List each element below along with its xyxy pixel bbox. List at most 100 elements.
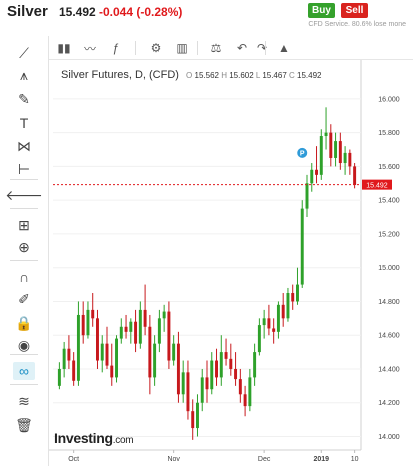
- candle-body: [224, 352, 228, 359]
- candle-body: [186, 372, 190, 412]
- candle-body: [110, 365, 114, 378]
- x-tick-label: Oct: [68, 456, 79, 463]
- y-tick-label: 15.200: [378, 231, 400, 238]
- y-tick-label: 14.400: [378, 366, 400, 373]
- candle-body: [272, 328, 276, 332]
- candle-body: [234, 368, 238, 380]
- y-tick-label: 14.800: [378, 299, 400, 306]
- investing-logo: Investing.com: [54, 430, 134, 446]
- candle-body: [138, 309, 142, 344]
- candle-body: [257, 325, 261, 353]
- candle-body: [191, 411, 195, 429]
- brush-icon[interactable]: ✎: [18, 90, 30, 107]
- chart-image-icon[interactable]: ▥: [176, 41, 188, 55]
- candle-body: [134, 321, 138, 344]
- candlestick-chart[interactable]: 14.000 14.200 14.400 14.600 14.800 15.000 15.2…: [49, 60, 413, 466]
- candles-type-icon[interactable]: ▮▮: [57, 41, 71, 55]
- layers-icon[interactable]: ≋: [18, 392, 30, 409]
- toolbar-divider: [10, 208, 38, 209]
- candle-body: [281, 304, 285, 319]
- candle-body: [153, 343, 157, 378]
- link-icon[interactable]: ∞: [13, 362, 35, 380]
- candle-body: [324, 132, 328, 137]
- eye-icon[interactable]: ◉: [17, 336, 31, 353]
- y-tick-label: 15.600: [378, 164, 400, 171]
- back-arrow-icon[interactable]: 🡐: [5, 186, 43, 203]
- x-tick-label: Dec: [258, 456, 271, 463]
- settings-icon[interactable]: ⚙: [150, 41, 162, 55]
- sell-button[interactable]: Sell: [341, 3, 368, 18]
- toolbar-divider: [10, 384, 38, 385]
- candle-body: [72, 360, 76, 381]
- candle-body: [229, 358, 233, 369]
- candle-body: [172, 343, 176, 361]
- candle-body: [162, 311, 166, 319]
- zoom-icon[interactable]: ⊕: [18, 238, 30, 255]
- chart-toolbar: ▮▮ 〰 ƒ ⚙ ▥ ⚖ ↶ ↷ ▲: [49, 37, 413, 60]
- x-tick-label: 2019: [313, 456, 329, 463]
- x-tick-label: Nov: [167, 456, 180, 463]
- toolbar-divider: [135, 41, 136, 55]
- pattern-tool-icon[interactable]: ⋈: [17, 137, 31, 154]
- candle-body: [86, 309, 90, 336]
- candle-body: [296, 284, 299, 302]
- candle-body: [329, 132, 333, 158]
- candle-body: [210, 360, 214, 390]
- symbol-name: Silver: [7, 3, 48, 20]
- pyramid-icon[interactable]: ▲: [278, 41, 290, 55]
- price-change: -0.044 (-0.28%): [99, 5, 183, 19]
- text-tool-icon[interactable]: T: [19, 115, 29, 131]
- candle-body: [200, 377, 204, 403]
- candle-body: [305, 183, 309, 209]
- candle-body: [176, 343, 180, 395]
- candle-body: [167, 311, 171, 361]
- candle-body: [300, 208, 304, 285]
- candle-body: [91, 309, 95, 319]
- candle-body: [334, 141, 338, 158]
- candle-body: [148, 326, 152, 378]
- candle-body: [124, 326, 128, 332]
- pencil-lock-icon[interactable]: ✐: [18, 290, 30, 307]
- candle-body: [181, 372, 185, 395]
- candle-body: [310, 169, 314, 184]
- trend-line-icon[interactable]: ⟋: [19, 44, 29, 61]
- ohlc-readout: O 15.562 H 15.602 L 15.467 C 15.492: [186, 71, 322, 80]
- open-value: 15.562: [194, 71, 219, 80]
- fib-tool-icon[interactable]: ⩚: [20, 66, 28, 83]
- candle-body: [267, 318, 271, 329]
- compare-icon[interactable]: ƒ: [112, 41, 120, 55]
- candle-body: [343, 152, 347, 164]
- y-tick-label: 15.800: [378, 130, 400, 137]
- toolbar-divider: [265, 41, 266, 55]
- redo-icon[interactable]: ↷: [256, 41, 268, 55]
- candle-body: [143, 309, 147, 327]
- candle-body: [219, 352, 223, 378]
- candle-body: [286, 293, 290, 319]
- last-price-tag: [362, 179, 392, 190]
- toolbar-divider: [10, 354, 38, 355]
- y-tick-label: 15.000: [378, 265, 400, 272]
- long-short-icon[interactable]: ⊞: [18, 216, 30, 233]
- candle-body: [243, 394, 247, 407]
- candle-body: [238, 379, 242, 395]
- x-tick-label: 10: [351, 456, 359, 463]
- event-marker: [297, 147, 308, 158]
- candle-body: [215, 360, 218, 378]
- candle-body: [157, 318, 161, 344]
- drawing-toolbar: ⟋ ⩚ ✎ T ⋈ ⊢ 🡐 ⊞ ⊕ ∩ ✐ 🔒 ◉ ∞ ≋ 🗑: [0, 36, 49, 466]
- y-tick-label: 16.000: [378, 96, 400, 103]
- candle-body: [253, 352, 257, 378]
- y-tick-label: 14.000: [378, 434, 400, 441]
- trash-icon[interactable]: 🗑: [15, 416, 33, 433]
- candle-body: [105, 343, 109, 366]
- indicator-icon[interactable]: 〰: [83, 41, 96, 56]
- candle-body: [62, 348, 66, 369]
- magnet-icon[interactable]: ∩: [18, 269, 30, 285]
- scale-icon[interactable]: ⚖: [210, 41, 222, 55]
- measure-tool-icon[interactable]: ⊢: [17, 160, 31, 177]
- undo-icon[interactable]: ↶: [236, 41, 248, 55]
- lock-icon[interactable]: 🔒: [15, 314, 33, 331]
- toolbar-divider: [10, 260, 38, 261]
- buy-button[interactable]: Buy: [308, 3, 335, 18]
- candle-body: [100, 343, 104, 361]
